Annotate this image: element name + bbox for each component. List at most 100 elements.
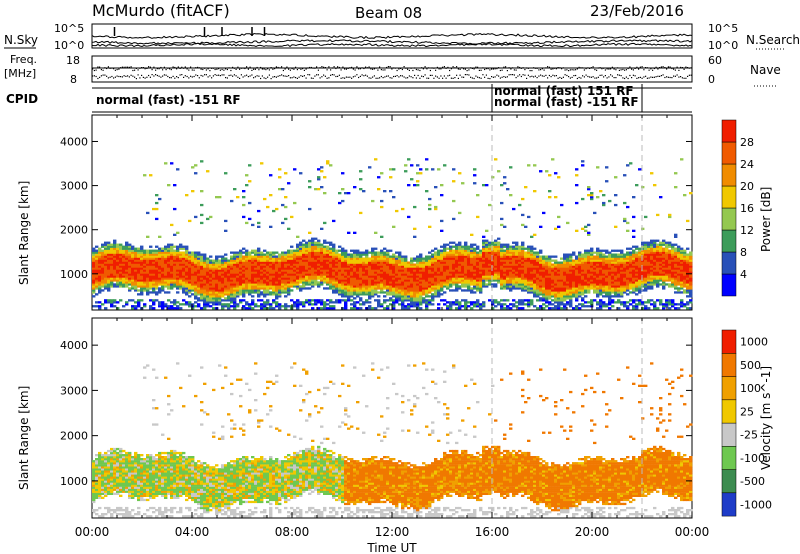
power-cell xyxy=(395,291,399,294)
power-cell xyxy=(347,297,351,300)
power-cell xyxy=(284,279,288,282)
power-cell xyxy=(125,285,129,288)
nave-point xyxy=(678,76,680,78)
power-cell xyxy=(320,273,324,276)
power-cell xyxy=(98,265,102,268)
power-cell xyxy=(191,257,195,260)
power-cell xyxy=(548,295,552,298)
power-cell xyxy=(107,259,111,262)
power-cell xyxy=(308,241,312,244)
power-cell xyxy=(257,283,261,286)
power-cell xyxy=(269,259,273,262)
power-cell xyxy=(395,263,399,266)
power-cell xyxy=(482,281,486,284)
power-cell xyxy=(389,275,393,278)
power-cell xyxy=(104,261,108,264)
power-cell xyxy=(503,251,507,254)
power-cell xyxy=(194,253,198,256)
power-cell xyxy=(398,263,402,266)
power-cell xyxy=(329,255,333,258)
power-cell xyxy=(314,241,318,244)
freq-point xyxy=(639,66,641,68)
nave-point xyxy=(160,76,162,78)
nave-point xyxy=(636,77,638,79)
power-cell xyxy=(311,285,315,288)
power-cell xyxy=(452,259,456,262)
freq-point xyxy=(541,68,543,70)
power-cell xyxy=(392,257,396,260)
power-cell xyxy=(260,277,264,280)
power-cell xyxy=(398,253,402,256)
power-cell xyxy=(464,243,468,246)
power-cell xyxy=(503,265,507,268)
power-cell xyxy=(347,275,351,278)
power-cell xyxy=(410,273,414,276)
power-cell xyxy=(296,263,300,266)
power-cell xyxy=(515,305,519,308)
power-cell xyxy=(338,285,342,288)
power-cell xyxy=(527,277,531,280)
power-cell xyxy=(467,253,471,256)
power-cell xyxy=(401,289,405,292)
power-cell xyxy=(491,275,495,278)
power-cell xyxy=(131,251,135,254)
power-cell xyxy=(113,269,117,272)
power-cell xyxy=(527,281,531,284)
nave-point xyxy=(582,75,584,77)
power-cell xyxy=(329,263,333,266)
power-cell xyxy=(398,275,402,278)
power-cell xyxy=(500,267,504,270)
nave-point xyxy=(510,74,512,76)
freq-point xyxy=(246,66,248,68)
power-cell xyxy=(305,269,309,272)
power-cell xyxy=(266,273,270,276)
power-cell xyxy=(392,253,396,256)
power-cell xyxy=(188,277,192,280)
power-cell xyxy=(170,283,174,286)
power-cell xyxy=(290,275,294,278)
power-cell xyxy=(257,221,261,225)
power-cell xyxy=(266,285,270,288)
power-cell xyxy=(158,287,162,290)
power-cell xyxy=(416,287,420,290)
power-cell xyxy=(113,259,117,262)
power-cell xyxy=(302,279,306,282)
power-cell xyxy=(161,267,165,270)
freq-point xyxy=(118,68,120,70)
power-cell xyxy=(410,303,414,306)
power-cell xyxy=(368,295,372,298)
power-cell xyxy=(512,275,516,278)
power-cell xyxy=(248,275,252,278)
power-cell xyxy=(503,299,507,302)
power-cell xyxy=(233,263,237,266)
power-cell xyxy=(503,269,507,272)
power-cell xyxy=(500,271,504,274)
power-cell xyxy=(524,277,528,280)
power-cell xyxy=(260,275,264,278)
power-cell xyxy=(248,277,252,280)
freq-point xyxy=(540,69,542,71)
power-cell xyxy=(257,247,261,250)
power-cell xyxy=(296,301,300,304)
power-cell xyxy=(341,251,345,254)
power-cell xyxy=(539,289,543,292)
power-cell xyxy=(203,261,207,264)
power-cell xyxy=(242,203,246,207)
power-cell xyxy=(317,249,321,252)
power-cell xyxy=(347,263,351,266)
power-cell xyxy=(356,295,360,298)
power-cell xyxy=(203,267,207,270)
power-cell xyxy=(518,249,522,252)
power-cell xyxy=(149,263,153,266)
power-cell xyxy=(251,269,255,272)
power-cell xyxy=(107,261,111,264)
power-cell xyxy=(200,203,204,207)
power-cell xyxy=(191,259,195,262)
power-cell xyxy=(179,251,183,254)
nave-point xyxy=(289,77,291,79)
power-cell xyxy=(542,299,546,302)
power-cell xyxy=(332,247,336,250)
power-cell xyxy=(158,291,162,294)
freq-point xyxy=(162,69,164,71)
power-cell xyxy=(305,279,309,282)
